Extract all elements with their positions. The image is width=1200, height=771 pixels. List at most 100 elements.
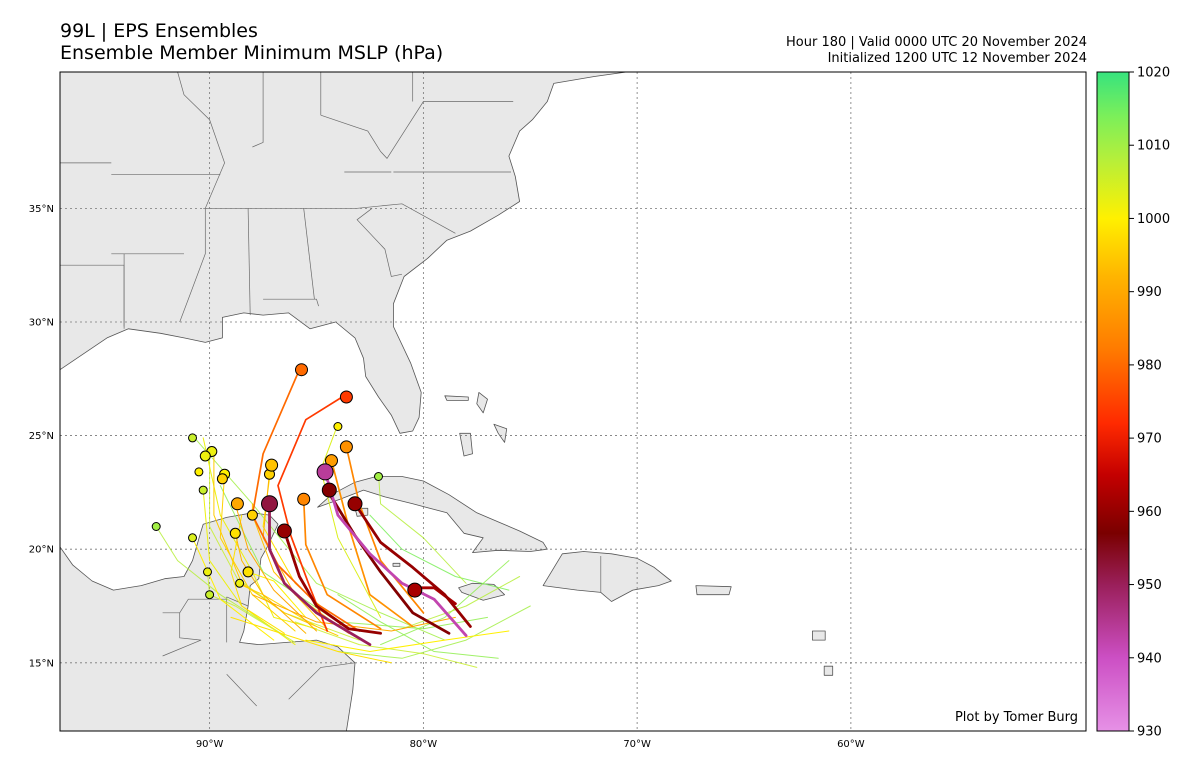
- ensemble-track: [325, 488, 451, 635]
- border-line: [226, 596, 249, 607]
- colorbar-tick-label: 1020: [1137, 66, 1170, 81]
- ensemble-track: [192, 537, 275, 641]
- ensemble-track: [330, 459, 414, 628]
- colorbar-tick-label: 960: [1137, 505, 1162, 520]
- border-line: [263, 298, 319, 307]
- jamaica-land: [458, 582, 506, 601]
- init-time-label: Initialized 1200 UTC 12 November 2024: [827, 51, 1087, 66]
- ensemble-endpoint: [265, 458, 279, 472]
- ensemble-track: [369, 514, 510, 591]
- ensemble-endpoint: [316, 463, 334, 481]
- ensemble-track: [192, 435, 446, 641]
- border-line: [179, 598, 227, 613]
- border-line: [162, 612, 202, 657]
- ensemble-endpoint: [229, 527, 241, 539]
- lat-tick-label: 15°N: [29, 658, 54, 669]
- ensemble-endpoint: [242, 566, 254, 578]
- ensemble-endpoint: [194, 467, 204, 477]
- ensemble-track: [219, 473, 296, 632]
- ensemble-track: [277, 396, 344, 632]
- colorbar-tick-label: 950: [1137, 578, 1162, 593]
- ensemble-endpoint: [246, 509, 258, 521]
- ensemble-track: [401, 576, 521, 630]
- colorbar-tick-label: 1000: [1137, 212, 1170, 227]
- ensemble-track: [230, 514, 285, 634]
- eleuthera-land: [493, 423, 508, 443]
- ensemble-track: [251, 503, 328, 630]
- ensemble-endpoint: [188, 433, 197, 443]
- abaco-land: [476, 391, 488, 414]
- border-line: [252, 72, 264, 148]
- ensemble-track: [202, 489, 296, 646]
- ensemble-track: [268, 502, 372, 646]
- ensemble-track: [378, 473, 467, 584]
- ensemble-track: [323, 470, 468, 637]
- ensemble-endpoint: [295, 363, 308, 377]
- grand-cayman-land: [392, 562, 401, 567]
- border-line: [203, 203, 456, 234]
- cuba-land: [317, 476, 548, 553]
- ensemble-endpoint: [188, 533, 197, 543]
- trinidad-land: [810, 758, 829, 771]
- ensemble-endpoint: [339, 440, 353, 454]
- colorbar-tick-label: 930: [1137, 725, 1162, 740]
- ensemble-track: [380, 560, 510, 646]
- lon-tick-label: 70°W: [623, 739, 651, 750]
- lon-tick-label: 90°W: [196, 739, 224, 750]
- ensemble-track: [353, 502, 472, 628]
- ensemble-track: [320, 423, 382, 618]
- lat-tick-label: 35°N: [29, 204, 54, 215]
- run-info: Hour 180 | Valid 0000 UTC 20 November 20…: [786, 35, 1087, 67]
- ensemble-endpoint: [261, 495, 278, 513]
- ensemble-endpoints: [151, 363, 423, 600]
- ensemble-track: [251, 594, 456, 632]
- border-line: [177, 72, 225, 323]
- colorbar-tick-label: 1010: [1137, 139, 1170, 154]
- colorbar: 1020 1010 1000 990 980 970 960 950 940 930: [1096, 66, 1170, 740]
- ensemble-endpoint: [151, 522, 161, 531]
- map-frame: [59, 71, 1087, 732]
- colorbar-ticks: 1020 1010 1000 990 980 970 960 950 940 930: [1129, 66, 1170, 740]
- plot-credit: Plot by Tomer Burg: [955, 710, 1078, 725]
- ensemble-endpoint: [230, 497, 244, 511]
- ensemble-endpoint: [339, 390, 353, 404]
- valid-time-label: Hour 180 | Valid 0000 UTC 20 November 20…: [786, 35, 1087, 50]
- plot-subtitle: Ensemble Member Minimum MSLP (hPa): [60, 42, 444, 64]
- mexico-central-america-land: [60, 494, 356, 731]
- border-line: [356, 208, 403, 277]
- ensemble-endpoint: [333, 422, 343, 431]
- ensemble-track: [247, 571, 307, 618]
- ensemble-endpoint: [276, 523, 292, 539]
- martinique-land: [823, 665, 834, 676]
- border-line: [288, 662, 356, 700]
- ensemble-track: [155, 526, 285, 637]
- plot-title: 99L | EPS Ensembles: [60, 20, 258, 42]
- ensemble-track: [345, 446, 425, 614]
- ensemble-track: [294, 621, 478, 668]
- ensemble-endpoint: [374, 472, 383, 481]
- ensemble-endpoint: [407, 582, 423, 598]
- ensemble-endpoint: [347, 496, 363, 512]
- lon-tick-label: 80°W: [410, 739, 438, 750]
- lat-tick-label: 30°N: [29, 317, 54, 328]
- ensemble-endpoint: [199, 450, 211, 462]
- ensemble-track: [305, 630, 510, 652]
- ensemble-track: [302, 498, 382, 630]
- grand-bahama-land: [444, 395, 469, 401]
- andros-land: [459, 432, 473, 457]
- border-line: [226, 673, 257, 707]
- map-area[interactable]: [47, 56, 1086, 771]
- colorbar-tick-label: 970: [1137, 432, 1162, 447]
- border-line: [320, 101, 514, 159]
- ensemble-track: [234, 503, 317, 632]
- ensemble-track: [283, 529, 382, 635]
- ensemble-track: [251, 368, 361, 632]
- ensemble-endpoint: [297, 492, 311, 506]
- guadeloupe-land: [812, 630, 826, 641]
- lat-tick-label: 25°N: [29, 431, 54, 442]
- ensemble-endpoint: [198, 485, 208, 495]
- title-block: 99L | EPS Ensembles Ensemble Member Mini…: [60, 20, 443, 64]
- border-line: [247, 208, 251, 316]
- axis-labels: 90°W 80°W 70°W 60°W 15°N 20°N 25°N 30°N 35°N: [29, 204, 865, 750]
- ensemble-track: [230, 616, 392, 664]
